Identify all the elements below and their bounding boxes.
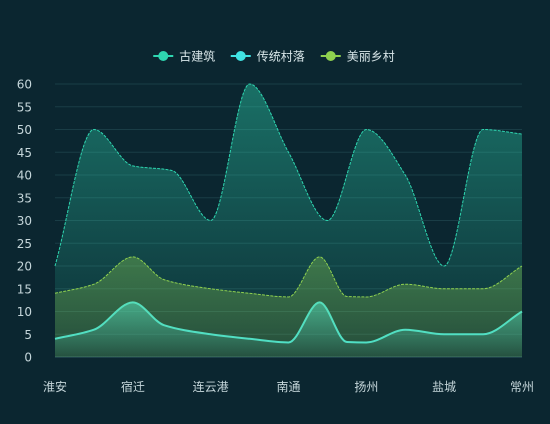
- y-tick-label: 55: [17, 100, 32, 114]
- y-tick-label: 60: [17, 78, 32, 92]
- y-tick-label: 25: [17, 237, 32, 251]
- x-tick-label: 连云港: [193, 379, 229, 394]
- y-tick-label: 20: [17, 260, 32, 274]
- y-tick-label: 5: [24, 328, 32, 342]
- legend-item-beautiful-countryside[interactable]: 美丽乡村: [320, 50, 395, 64]
- x-tick-label: 南通: [276, 379, 300, 394]
- y-axis: 0 5 10 15 20 25 30 35 40 45 50 55 60: [17, 78, 32, 365]
- series-line-beautiful-countryside: [54, 256, 523, 298]
- plot-area: [54, 83, 523, 357]
- y-tick-label: 0: [24, 351, 32, 365]
- legend-dot-marker: [235, 51, 246, 61]
- y-tick-label: 10: [17, 305, 32, 319]
- x-tick-label: 扬州: [354, 379, 378, 394]
- y-tick-label: 35: [17, 191, 32, 205]
- legend-label: 传统村落: [257, 49, 305, 64]
- legend-item-traditional-villages[interactable]: 传统村落: [230, 49, 305, 64]
- series-line-ancient-buildings: [54, 83, 523, 267]
- x-tick-label: 宿迁: [121, 379, 145, 394]
- legend[interactable]: 古建筑 传统村落 美丽乡村: [153, 49, 395, 64]
- legend-item-ancient-buildings[interactable]: 古建筑: [153, 49, 215, 64]
- legend-dot-marker: [158, 51, 169, 61]
- legend-dot-marker: [325, 51, 336, 61]
- y-tick-label: 30: [17, 214, 32, 228]
- x-axis: 淮安 宿迁 连云港 南通 扬州 盐城 常州: [43, 379, 534, 394]
- legend-label: 美丽乡村: [347, 50, 395, 64]
- x-tick-label: 淮安: [43, 379, 67, 394]
- x-tick-label: 盐城: [432, 380, 456, 394]
- y-tick-label: 45: [17, 146, 32, 160]
- x-tick-label: 常州: [510, 380, 534, 394]
- y-tick-label: 50: [17, 123, 32, 137]
- y-tick-label: 40: [17, 169, 32, 183]
- y-tick-label: 15: [17, 282, 32, 296]
- legend-label: 古建筑: [179, 49, 215, 64]
